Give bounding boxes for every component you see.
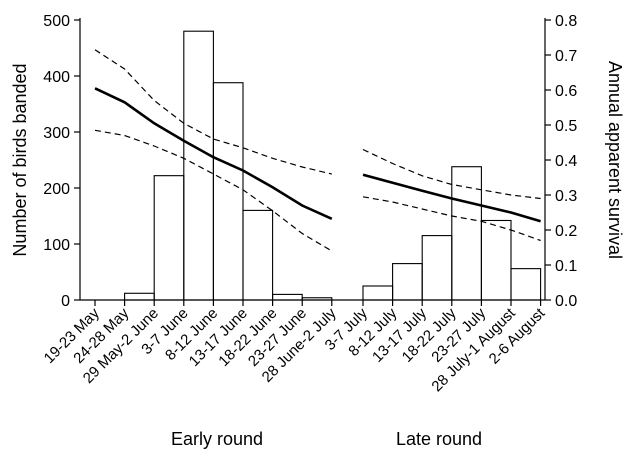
bar-0-4 xyxy=(212,82,244,301)
y-tick-label-left-4: 400 xyxy=(43,69,70,86)
survival-upper-ci-1 xyxy=(362,148,541,200)
bar-0-2 xyxy=(153,175,185,301)
y-tick-label-right-5: 0.5 xyxy=(555,118,577,135)
y-axis-title-right: Annual apparent survival xyxy=(605,61,625,259)
y-tick-label-right-2: 0.2 xyxy=(555,223,577,240)
bar-1-2 xyxy=(421,235,453,301)
y-tick-label-left-5: 500 xyxy=(43,13,70,30)
y-tick-label-right-8: 0.8 xyxy=(555,13,577,30)
bar-0-5 xyxy=(242,209,274,301)
y-tick-label-right-6: 0.6 xyxy=(555,83,577,100)
y-tick-label-right-4: 0.4 xyxy=(555,153,577,170)
bar-1-5 xyxy=(510,268,542,301)
y-tick-label-left-1: 100 xyxy=(43,237,70,254)
y-tick-label-left-2: 200 xyxy=(43,181,70,198)
y-tick-label-right-0: 0.0 xyxy=(555,293,577,310)
bar-1-4 xyxy=(480,219,512,301)
group-label-early: Early round xyxy=(171,429,263,449)
y-tick-label-left-3: 300 xyxy=(43,125,70,142)
y-tick-label-left-0: 0 xyxy=(61,293,70,310)
plot-marks xyxy=(94,30,542,301)
survival-line-0 xyxy=(94,87,333,220)
survival-lower-ci-1 xyxy=(362,196,541,242)
survival-lower-ci-0 xyxy=(94,129,333,252)
y-tick-label-right-7: 0.7 xyxy=(555,48,577,65)
y-tick-label-right-1: 0.1 xyxy=(555,258,577,275)
bar-1-1 xyxy=(392,263,423,301)
y-axis-title-left: Number of birds banded xyxy=(10,63,30,256)
y-tick-label-right-3: 0.3 xyxy=(555,188,577,205)
bar-0-6 xyxy=(272,293,303,301)
survival-upper-ci-0 xyxy=(94,49,332,175)
bar-0-1 xyxy=(124,292,155,301)
group-label-late: Late round xyxy=(396,429,482,449)
bar-1-0 xyxy=(362,285,394,301)
survival-line-1 xyxy=(362,173,541,223)
